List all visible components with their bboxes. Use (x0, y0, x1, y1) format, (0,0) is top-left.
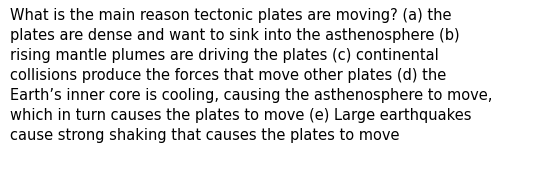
Text: What is the main reason tectonic plates are moving? (a) the
plates are dense and: What is the main reason tectonic plates … (10, 8, 492, 143)
